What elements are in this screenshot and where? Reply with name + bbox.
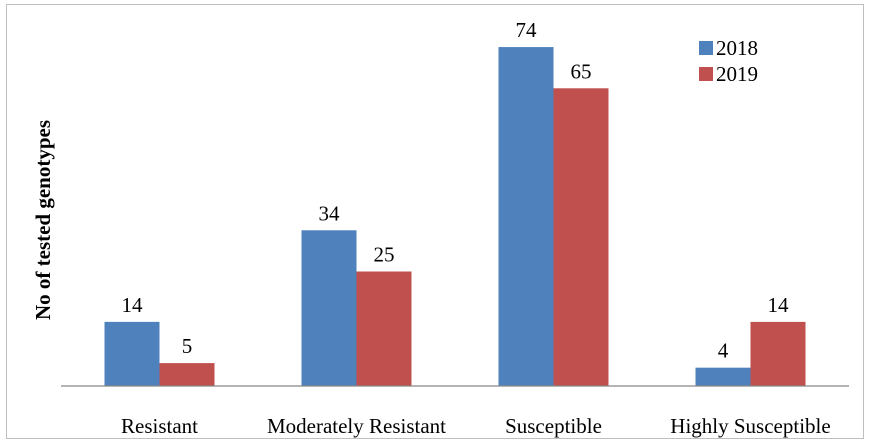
bars-group: [104, 47, 806, 387]
legend-label-2018: 2018: [716, 36, 758, 60]
data-label-moderately-resistant-2018: 34: [319, 201, 341, 225]
data-label-susceptible-2019: 65: [571, 59, 592, 83]
bar-susceptible-2019: [553, 88, 609, 387]
legend-swatch-2019: [699, 67, 713, 81]
category-labels-group: Resistant Moderately Resistant Susceptible…: [121, 414, 831, 438]
category-label-susceptible: Susceptible: [505, 414, 602, 438]
bar-susceptible-2018: [498, 47, 554, 387]
category-label-highly-susceptible: Highly Susceptible: [670, 414, 830, 438]
category-label-resistant: Resistant: [121, 414, 198, 438]
data-labels-group: 14 5 34 25 74 65 4 14: [122, 18, 790, 363]
bar-resistant-2018: [104, 321, 160, 386]
category-label-moderately-resistant: Moderately Resistant: [267, 414, 446, 438]
data-label-susceptible-2018: 74: [516, 18, 538, 42]
data-label-resistant-2019: 5: [182, 334, 193, 358]
data-label-moderately-resistant-2019: 25: [374, 243, 395, 267]
y-axis-title: No of tested genotypes: [31, 120, 55, 320]
bar-moderately-resistant-2018: [301, 230, 357, 386]
legend-swatch-2018: [699, 41, 713, 55]
legend-label-2019: 2019: [716, 62, 758, 86]
bar-highly-susceptible-2019: [750, 321, 806, 386]
data-label-highly-susceptible-2019: 14: [768, 293, 790, 317]
data-label-highly-susceptible-2018: 4: [718, 339, 729, 363]
bar-moderately-resistant-2019: [356, 271, 412, 386]
bar-highly-susceptible-2018: [695, 367, 751, 386]
bar-resistant-2019: [159, 363, 215, 386]
data-label-resistant-2018: 14: [122, 293, 144, 317]
